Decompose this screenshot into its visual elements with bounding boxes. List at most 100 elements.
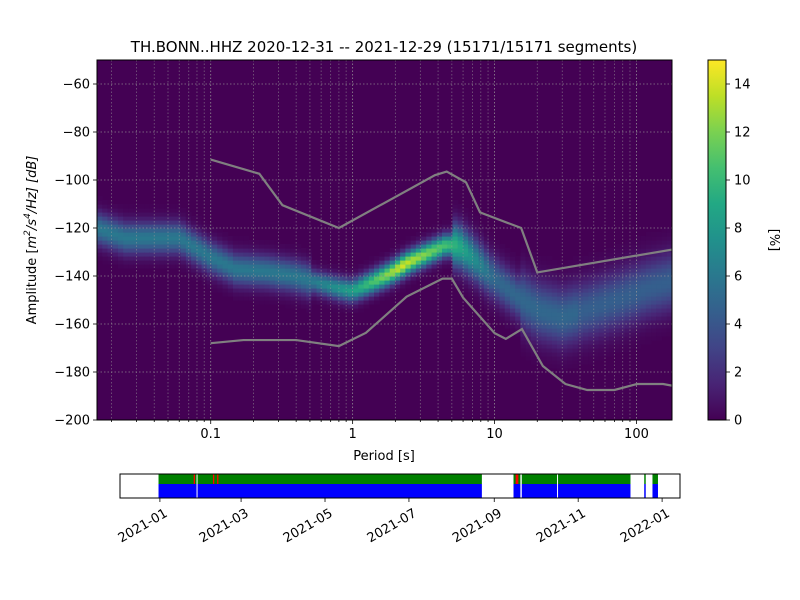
heatmap-cell — [384, 272, 391, 277]
heatmap-cell — [290, 288, 297, 293]
heatmap-cell — [661, 312, 668, 317]
heatmap-cell — [520, 348, 527, 353]
heatmap-cell — [264, 300, 271, 305]
heatmap-cell — [358, 264, 365, 269]
heatmap-cell — [274, 264, 281, 269]
heatmap-cell — [107, 256, 114, 261]
heatmap-cell — [426, 248, 433, 253]
heatmap-cell — [400, 248, 407, 253]
heatmap-cell — [175, 252, 182, 257]
heatmap-cell — [478, 276, 485, 281]
heatmap-cell — [546, 316, 553, 321]
heatmap-cell — [421, 268, 427, 273]
heatmap-cell — [604, 340, 610, 345]
heatmap-cell — [609, 252, 616, 257]
heatmap-cell — [583, 340, 589, 345]
heatmap-cell — [347, 308, 354, 313]
heatmap-cell — [107, 200, 114, 205]
heatmap-cell — [128, 252, 135, 257]
heatmap-cell — [442, 256, 448, 261]
heatmap-cell — [447, 256, 454, 261]
heatmap-cell — [431, 256, 438, 261]
heatmap-cell — [604, 348, 610, 353]
heatmap-cell — [651, 256, 657, 261]
heatmap-cell — [274, 296, 281, 301]
heatmap-cell — [400, 284, 407, 289]
heatmap-cell — [206, 272, 213, 277]
heatmap-cell — [117, 212, 124, 217]
heatmap-cell — [557, 308, 563, 313]
heatmap-cell — [170, 252, 177, 257]
coverage-timeline: 2021-01 2021-03 2021-05 2021-07 2021-09 2021-… — [116, 473, 681, 546]
heatmap-cell — [462, 272, 469, 277]
heatmap-cell — [311, 260, 318, 265]
heatmap-cell — [212, 260, 218, 265]
heatmap-cell — [499, 308, 506, 313]
heatmap-cell — [525, 256, 532, 261]
heatmap-cell — [478, 292, 485, 297]
heatmap-cell — [457, 232, 464, 237]
heatmap-cell — [180, 232, 187, 237]
heatmap-cell — [379, 256, 386, 261]
heatmap-cell — [489, 260, 495, 265]
heatmap-cell — [123, 208, 129, 213]
heatmap-cell — [285, 256, 292, 261]
heatmap-cell — [389, 256, 396, 261]
heatmap-cell — [609, 300, 616, 305]
heatmap-cell — [410, 236, 417, 241]
heatmap-cell — [536, 260, 542, 265]
heatmap-cell — [410, 244, 417, 249]
heatmap-cell — [651, 232, 657, 237]
heatmap-cell — [604, 280, 610, 285]
heatmap-cell — [394, 268, 401, 273]
heatmap-cell — [619, 312, 626, 317]
heatmap-cell — [583, 292, 589, 297]
heatmap-cell — [604, 304, 610, 309]
timeline-segments — [158, 474, 658, 498]
heatmap-cell — [614, 304, 621, 309]
heatmap-cell — [264, 280, 271, 285]
heatmap-cell — [164, 236, 171, 241]
heatmap-cell — [489, 232, 495, 237]
heatmap-cell — [170, 220, 177, 225]
heatmap-cell — [290, 268, 297, 273]
heatmap-cell — [442, 232, 448, 237]
heatmap-cell — [489, 312, 495, 317]
heatmap-cell — [217, 264, 224, 269]
heatmap-cell — [264, 264, 271, 269]
heatmap-cell — [624, 324, 631, 329]
heatmap-cell — [583, 320, 589, 325]
heatmap-cell — [546, 288, 553, 293]
heatmap-cell — [624, 244, 631, 249]
heatmap-cell — [389, 272, 396, 277]
heatmap-cell — [405, 256, 412, 261]
heatmap-cell — [541, 300, 548, 305]
heatmap-cell — [666, 288, 672, 293]
heatmap-cell — [264, 252, 271, 257]
heatmap-cell — [436, 244, 443, 249]
heatmap-cell — [609, 272, 616, 277]
heatmap-cell — [640, 244, 647, 249]
heatmap-cell — [191, 248, 197, 253]
heatmap-cell — [635, 300, 642, 305]
heatmap-cell — [551, 284, 558, 289]
heatmap-cell — [107, 204, 114, 209]
heatmap-cell — [593, 356, 600, 361]
heatmap-cell — [285, 304, 292, 309]
heatmap-cell — [635, 304, 642, 309]
heatmap-cell — [499, 248, 506, 253]
heatmap-cell — [274, 272, 281, 277]
heatmap-cell — [269, 280, 276, 285]
heatmap-cell — [489, 256, 495, 261]
heatmap-cell — [593, 320, 600, 325]
heatmap-cell — [557, 356, 563, 361]
heatmap-cell — [651, 284, 657, 289]
heatmap-cell — [609, 328, 616, 333]
heatmap-cell — [117, 252, 124, 257]
heatmap-cell — [577, 316, 584, 321]
heatmap-cell — [342, 280, 349, 285]
heatmap-cell — [494, 316, 501, 321]
heatmap-cell — [149, 212, 156, 217]
heatmap-cell — [400, 280, 407, 285]
heatmap-cell — [499, 264, 506, 269]
